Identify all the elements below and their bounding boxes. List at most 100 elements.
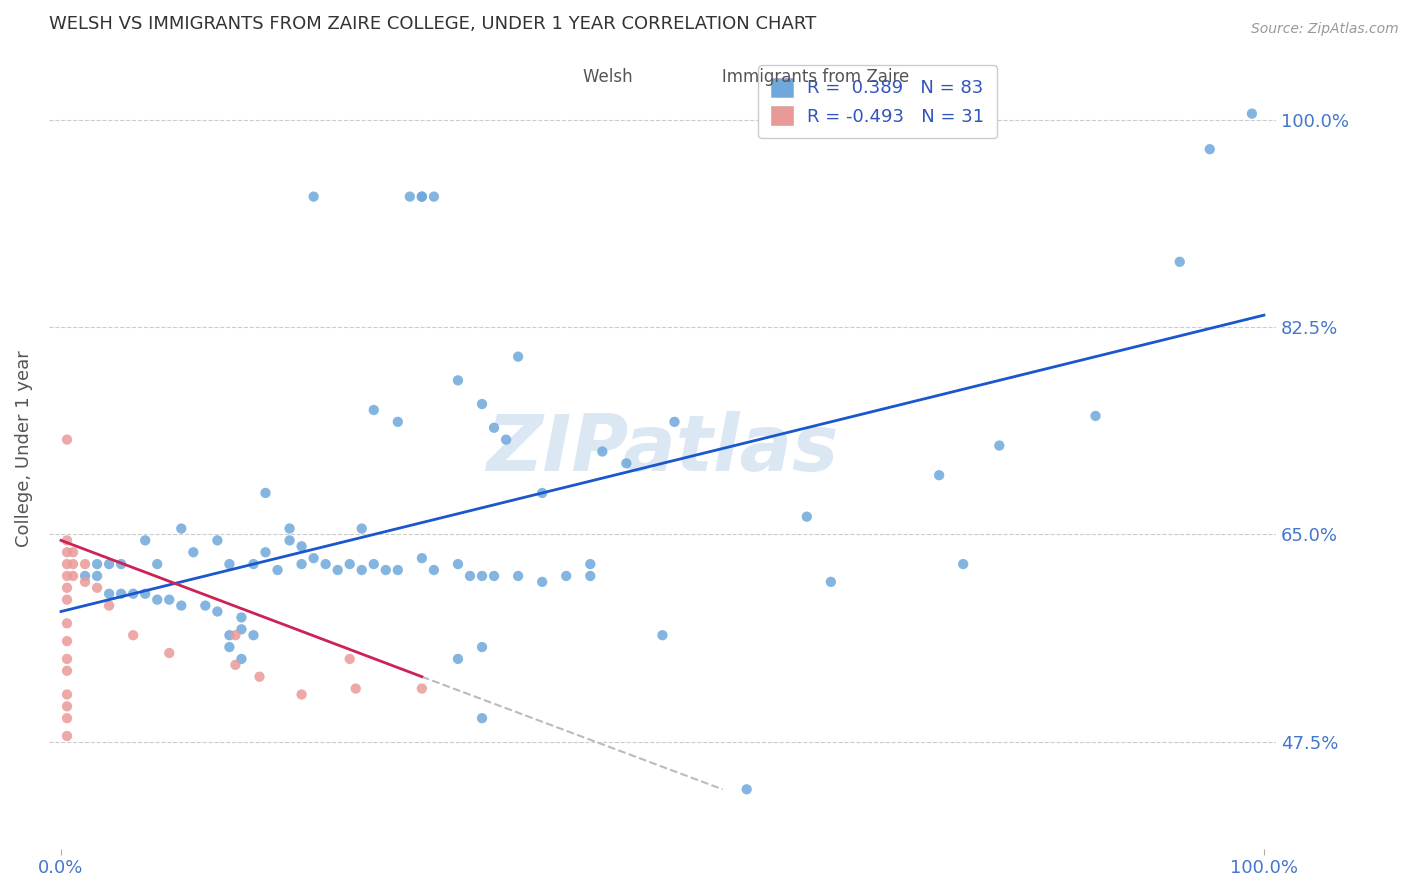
Point <box>231 652 253 666</box>
Point <box>98 599 121 613</box>
Point <box>231 622 253 636</box>
Point <box>146 592 169 607</box>
Point <box>508 569 530 583</box>
Point <box>291 688 314 702</box>
Point <box>157 592 180 607</box>
Point <box>796 509 818 524</box>
Point <box>224 628 246 642</box>
Point <box>411 681 433 696</box>
Point <box>56 634 79 648</box>
Point <box>110 557 132 571</box>
Point <box>350 522 373 536</box>
Point <box>207 533 229 548</box>
Point <box>471 640 494 654</box>
Point <box>218 557 240 571</box>
Point <box>56 688 79 702</box>
Point <box>447 652 470 666</box>
Point <box>458 569 481 583</box>
Point <box>471 569 494 583</box>
Point <box>411 189 433 203</box>
Point <box>363 403 385 417</box>
Point <box>98 557 121 571</box>
Point <box>242 628 264 642</box>
Point <box>555 569 578 583</box>
Point <box>56 699 79 714</box>
Point <box>579 569 602 583</box>
Point <box>207 605 229 619</box>
Point <box>86 569 108 583</box>
Point <box>1240 106 1263 120</box>
Point <box>73 569 96 583</box>
Point <box>735 782 758 797</box>
Point <box>73 557 96 571</box>
Text: Source: ZipAtlas.com: Source: ZipAtlas.com <box>1251 22 1399 37</box>
Point <box>194 599 217 613</box>
Point <box>531 486 554 500</box>
Point <box>387 563 409 577</box>
Point <box>508 350 530 364</box>
Point <box>302 551 325 566</box>
Point <box>86 581 108 595</box>
Point <box>278 533 301 548</box>
Legend: R =  0.389   N = 83, R = -0.493   N = 31: R = 0.389 N = 83, R = -0.493 N = 31 <box>758 65 997 138</box>
Point <box>62 545 84 559</box>
Point <box>988 438 1011 452</box>
Point <box>56 533 79 548</box>
Point <box>616 456 638 470</box>
Point <box>1198 142 1220 156</box>
Point <box>254 486 277 500</box>
Point <box>56 433 79 447</box>
Point <box>56 581 79 595</box>
Point <box>1168 255 1191 269</box>
Point <box>579 557 602 571</box>
Point <box>326 563 349 577</box>
Point <box>315 557 337 571</box>
Point <box>447 557 470 571</box>
Point <box>591 444 613 458</box>
Point <box>399 189 422 203</box>
Point <box>339 652 361 666</box>
Point <box>218 628 240 642</box>
Point <box>363 557 385 571</box>
Point <box>531 574 554 589</box>
Text: WELSH VS IMMIGRANTS FROM ZAIRE COLLEGE, UNDER 1 YEAR CORRELATION CHART: WELSH VS IMMIGRANTS FROM ZAIRE COLLEGE, … <box>49 15 817 33</box>
Point <box>411 551 433 566</box>
Point <box>224 657 246 672</box>
Point <box>56 557 79 571</box>
Point <box>952 557 974 571</box>
Point <box>254 545 277 559</box>
Y-axis label: College, Under 1 year: College, Under 1 year <box>15 351 32 547</box>
Point <box>664 415 686 429</box>
Point <box>134 587 156 601</box>
Point <box>181 545 204 559</box>
Point <box>350 563 373 577</box>
Point <box>447 373 470 387</box>
Point <box>170 599 193 613</box>
Point <box>56 592 79 607</box>
Point <box>231 610 253 624</box>
Point <box>471 397 494 411</box>
Text: Welsh                 Immigrants from Zaire: Welsh Immigrants from Zaire <box>582 69 908 87</box>
Point <box>302 189 325 203</box>
Point <box>110 587 132 601</box>
Point <box>218 640 240 654</box>
Point <box>387 415 409 429</box>
Point <box>423 563 446 577</box>
Point <box>73 574 96 589</box>
Point <box>157 646 180 660</box>
Point <box>122 628 145 642</box>
Point <box>86 557 108 571</box>
Point <box>411 189 433 203</box>
Point <box>56 711 79 725</box>
Point <box>170 522 193 536</box>
Point <box>339 557 361 571</box>
Point <box>278 522 301 536</box>
Point <box>482 569 505 583</box>
Point <box>266 563 288 577</box>
Point <box>291 539 314 553</box>
Point <box>56 569 79 583</box>
Point <box>62 569 84 583</box>
Point <box>928 468 950 483</box>
Point <box>423 189 446 203</box>
Point <box>56 729 79 743</box>
